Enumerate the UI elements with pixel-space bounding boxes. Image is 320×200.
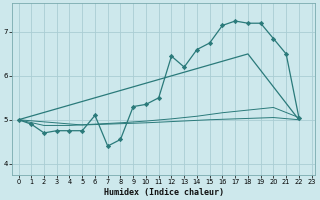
X-axis label: Humidex (Indice chaleur): Humidex (Indice chaleur) — [104, 188, 224, 197]
